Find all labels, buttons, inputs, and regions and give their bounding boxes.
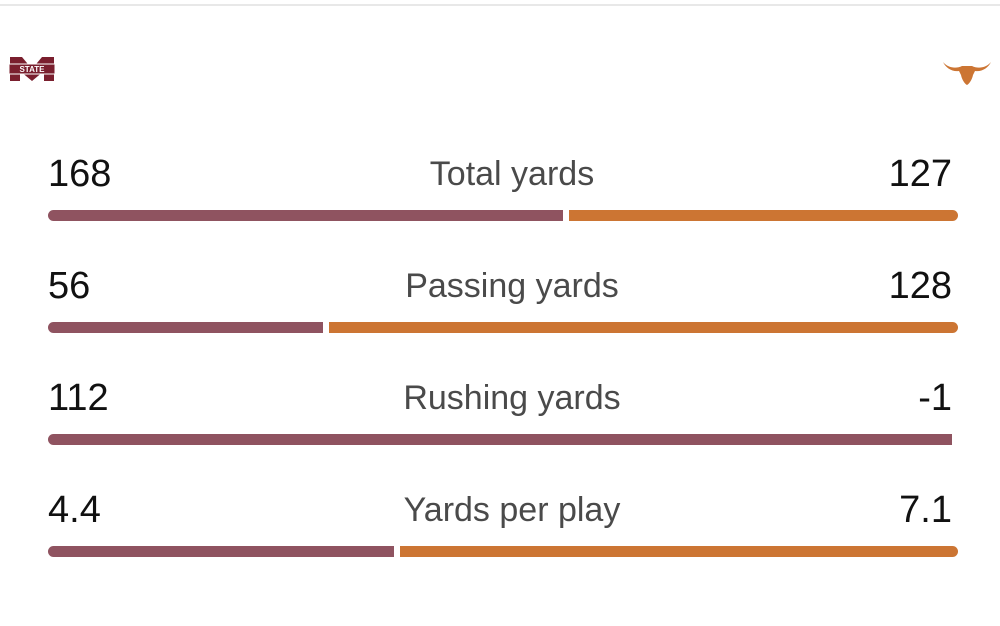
- stat-label: Yards per play: [403, 491, 621, 529]
- bar-left-segment: [48, 210, 563, 221]
- stat-right-value: 127: [888, 153, 952, 195]
- stat-row-yards-per-play: 4.4 Yards per play 7.1: [0, 488, 1000, 600]
- stat-label: Total yards: [429, 155, 595, 193]
- svg-text:STATE: STATE: [19, 65, 45, 74]
- stat-row-total-yards: 168 Total yards 127: [0, 152, 1000, 264]
- stat-left-value: 56: [48, 265, 91, 307]
- comparison-bar: [48, 322, 958, 333]
- stat-left-value: 168: [48, 153, 112, 195]
- longhorn-logo-icon: [942, 56, 992, 86]
- bar-left-segment: [48, 434, 952, 445]
- bar-left-segment: [48, 546, 394, 557]
- msu-m-state-logo-icon: STATE: [8, 51, 56, 87]
- stat-right-value: 7.1: [899, 489, 952, 531]
- stat-left-value: 112: [48, 377, 109, 419]
- bar-right-segment: [568, 210, 958, 221]
- stat-label: Passing yards: [405, 267, 619, 305]
- bar-left-segment: [48, 322, 324, 333]
- stat-left-value: 4.4: [48, 489, 101, 531]
- top-divider: [0, 4, 1000, 6]
- stat-row-rushing-yards: 112 Rushing yards -1: [0, 376, 1000, 488]
- comparison-bar: [48, 434, 958, 445]
- stat-right-value: -1: [918, 377, 952, 419]
- stat-right-value: 128: [888, 265, 952, 307]
- comparison-bar: [48, 210, 958, 221]
- bar-right-segment: [399, 546, 958, 557]
- bar-right-segment: [329, 322, 958, 333]
- stat-row-passing-yards: 56 Passing yards 128: [0, 264, 1000, 376]
- comparison-bar: [48, 546, 958, 557]
- stat-label: Rushing yards: [403, 379, 621, 417]
